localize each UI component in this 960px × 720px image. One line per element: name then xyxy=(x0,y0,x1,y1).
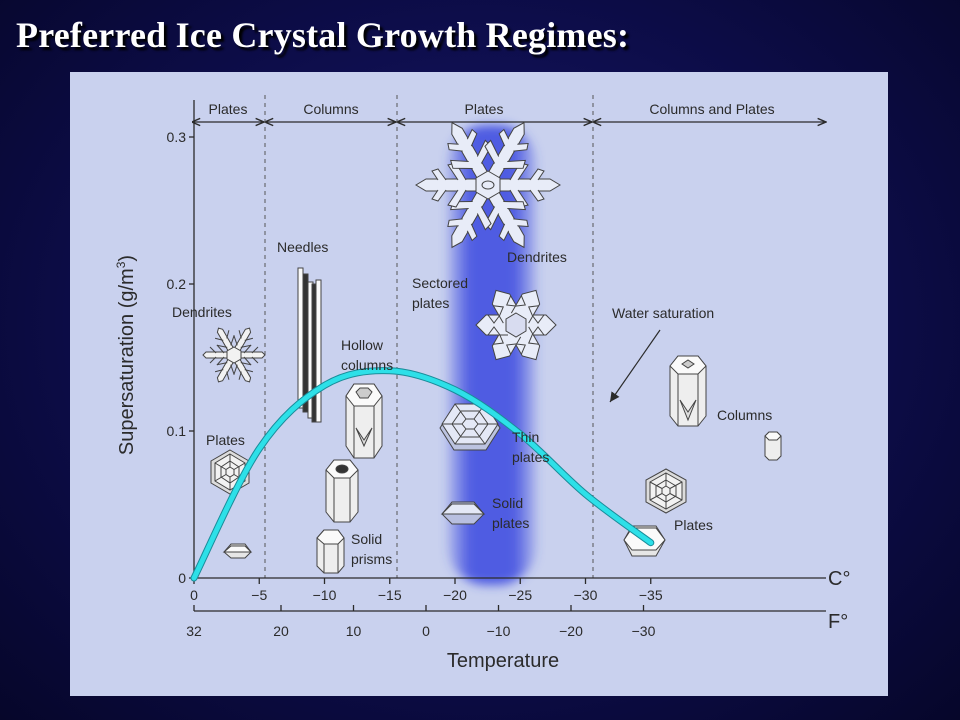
regime-label-columns-and-plates: Columns and Plates xyxy=(649,101,774,117)
label-hollow-columns-2: columns xyxy=(341,357,393,373)
x-axis-celsius-ticks: 0 −5 −10 −15 −20 −25 −30 −35 xyxy=(190,578,663,603)
dendrite-crystal-icon xyxy=(202,322,266,388)
celsius-tick-label: −10 xyxy=(313,587,337,603)
y-tick-label: 0 xyxy=(178,570,186,586)
celsius-tick-label: −20 xyxy=(443,587,467,603)
right-plate-crystal-icon xyxy=(645,468,687,514)
column-crystal-icon xyxy=(325,459,359,523)
celsius-tick-label: −25 xyxy=(508,587,532,603)
label-dendrites-top: Dendrites xyxy=(507,249,567,265)
celsius-tick-label: −35 xyxy=(639,587,663,603)
label-solid-plates-1: Solid xyxy=(492,495,523,511)
figure-panel: Plates Columns Plates Columns and Plates… xyxy=(70,72,888,696)
label-solid-plates-2: plates xyxy=(492,515,529,531)
y-tick-label: 0.3 xyxy=(167,129,187,145)
y-axis-label: Supersaturation (g/m3) xyxy=(114,255,138,455)
celsius-unit: C° xyxy=(828,568,850,590)
y-axis-ticks: 0 0.1 0.2 0.3 xyxy=(167,129,194,586)
label-solid-prisms-1: Solid xyxy=(351,531,382,547)
right-column-crystal-icon xyxy=(669,355,707,427)
slide-title: Preferred Ice Crystal Growth Regimes: xyxy=(16,15,630,55)
water-saturation-curve-outline xyxy=(190,367,655,582)
label-solid-prisms-2: prisms xyxy=(351,551,392,567)
solid-plate-crystal-icon xyxy=(440,501,486,525)
fahrenheit-tick-label: −10 xyxy=(487,623,511,639)
regime-label-columns: Columns xyxy=(303,101,358,117)
sectored-plate-crystal-icon xyxy=(475,284,557,366)
thin-plate-crystal-icon xyxy=(439,403,501,451)
label-sectored-plates-2: plates xyxy=(412,295,449,311)
fahrenheit-unit: F° xyxy=(828,611,848,633)
y-tick-label: 0.2 xyxy=(167,276,187,292)
fahrenheit-tick-label: 10 xyxy=(346,623,362,639)
fahrenheit-tick-label: 32 xyxy=(186,623,202,639)
water-saturation-series xyxy=(190,367,655,582)
y-tick-label: 0.1 xyxy=(167,423,187,439)
fahrenheit-tick-label: 20 xyxy=(273,623,289,639)
needle-crystal-icon xyxy=(297,267,322,423)
regime-label-plates-2: Plates xyxy=(465,101,504,117)
hollow-column-crystal-icon xyxy=(345,383,383,459)
small-plate-crystal-icon xyxy=(222,543,253,559)
fahrenheit-tick-label: −30 xyxy=(632,623,656,639)
fahrenheit-tick-label: −20 xyxy=(559,623,583,639)
celsius-tick-label: −30 xyxy=(574,587,598,603)
celsius-tick-label: 0 xyxy=(190,587,198,603)
water-saturation-pointer xyxy=(609,329,661,403)
label-plates-right: Plates xyxy=(674,517,713,533)
label-thin-plates-1: Thin xyxy=(512,429,539,445)
small-column-crystal-icon xyxy=(764,431,782,461)
label-hollow-columns-1: Hollow xyxy=(341,337,384,353)
label-sectored-plates-1: Sectored xyxy=(412,275,468,291)
x-axis-label: Temperature xyxy=(447,650,559,672)
fahrenheit-tick-label: 0 xyxy=(422,623,430,639)
celsius-tick-label: −5 xyxy=(251,587,267,603)
celsius-tick-label: −15 xyxy=(378,587,402,603)
large-dendrite-crystal-icon xyxy=(415,111,561,259)
label-thin-plates-2: plates xyxy=(512,449,549,465)
regime-label-plates-1: Plates xyxy=(209,101,248,117)
axes xyxy=(193,100,826,612)
label-plates-left: Plates xyxy=(206,432,245,448)
water-saturation-curve xyxy=(191,368,654,581)
label-dendrites-left: Dendrites xyxy=(172,304,232,320)
label-needles: Needles xyxy=(277,239,328,255)
label-water-saturation: Water saturation xyxy=(612,305,714,321)
regime-header: Plates Columns Plates Columns and Plates xyxy=(193,101,826,122)
x-axis-fahrenheit-ticks: 32 20 10 0 −10 −20 −30 xyxy=(186,605,656,639)
growth-regime-diagram: Plates Columns Plates Columns and Plates… xyxy=(114,95,850,672)
solid-prism-crystal-icon xyxy=(316,529,345,574)
label-columns-right: Columns xyxy=(717,407,772,423)
